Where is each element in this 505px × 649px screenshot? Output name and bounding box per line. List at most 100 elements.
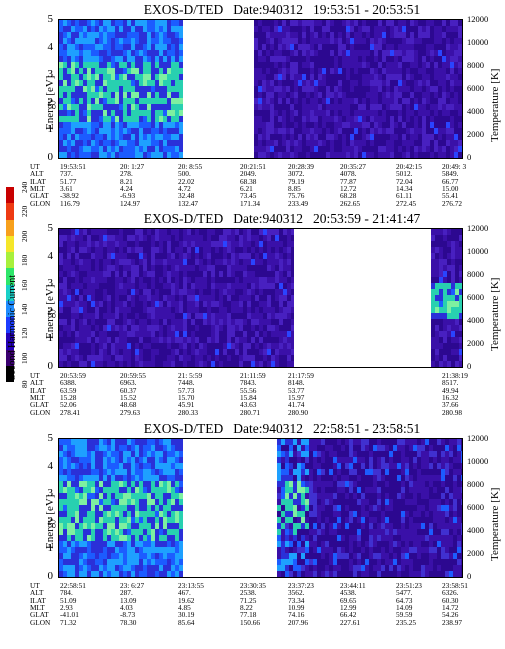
spectrogram-cell [338, 128, 342, 134]
spectrogram-cell [87, 361, 91, 367]
spectrogram-cell [259, 361, 263, 367]
spectrogram-cell [155, 26, 159, 32]
spectrogram-cell [67, 68, 71, 74]
spectrogram-cell [139, 235, 143, 241]
spectrogram-cell [263, 325, 267, 331]
spectrogram-cell [135, 235, 139, 241]
spectrogram-cell [123, 349, 127, 355]
spectrogram-cell [258, 140, 262, 146]
spectrogram-cell [278, 98, 282, 104]
spectrogram-cell [135, 535, 139, 541]
ephemeris-value: 278.41 [60, 407, 81, 417]
spectrogram-cell [87, 68, 91, 74]
spectrogram-cell [459, 319, 462, 325]
spectrogram-cell [99, 104, 103, 110]
spectrogram-cell [195, 289, 199, 295]
spectrogram-cell [63, 56, 67, 62]
spectrogram-cell [151, 337, 155, 343]
spectrogram-cell [414, 50, 418, 56]
spectrogram-cell [235, 229, 239, 235]
spectrogram-cell [71, 565, 75, 571]
spectrogram-cell [127, 50, 131, 56]
spectrogram-cell [341, 499, 345, 505]
spectrogram-cell [357, 439, 361, 445]
spectrogram-cell [59, 517, 63, 523]
spectrogram-cell [175, 349, 179, 355]
spectrogram-cell [203, 361, 207, 367]
spectrogram-cell [294, 116, 298, 122]
spectrogram-cell [119, 529, 123, 535]
spectrogram-cell [342, 134, 346, 140]
spectrogram-cell [306, 134, 310, 140]
spectrogram-cell [71, 559, 75, 565]
spectrogram-cell [377, 487, 381, 493]
spectrogram-cell [163, 547, 167, 553]
spectrogram-cell [119, 493, 123, 499]
spectrogram-cell [119, 547, 123, 553]
spectrogram-cell [75, 451, 79, 457]
spectrogram-cell [254, 134, 258, 140]
spectrogram-cell [227, 313, 231, 319]
spectrogram-cell [131, 277, 135, 283]
spectrogram-cell [439, 265, 443, 271]
spectrogram-cell [442, 140, 446, 146]
spectrogram-cell [167, 301, 171, 307]
spectrogram-cell [370, 122, 374, 128]
spectrogram-cell [446, 134, 450, 140]
spectrogram-cell [139, 361, 143, 367]
spectrogram-cell [143, 541, 147, 547]
spectrogram-cell [262, 128, 266, 134]
spectrogram-cell [333, 535, 337, 541]
spectrogram-cell [171, 511, 175, 517]
spectrogram-cell [151, 517, 155, 523]
spectrogram-cell [330, 26, 334, 32]
spectrogram-cell [135, 241, 139, 247]
spectrogram-cell [235, 313, 239, 319]
spectrogram-cell [107, 86, 111, 92]
spectrogram-cell [354, 128, 358, 134]
spectrogram-cell [329, 517, 333, 523]
spectrogram-cell [278, 92, 282, 98]
spectrogram-cell [151, 559, 155, 565]
spectrogram-cell [290, 68, 294, 74]
spectrogram-cell [318, 146, 322, 152]
spectrogram-cell [442, 62, 446, 68]
spectrogram-cell [239, 229, 243, 235]
spectrogram-cell [287, 361, 291, 367]
spectrogram-cell [167, 487, 171, 493]
spectrogram-cell [458, 26, 462, 32]
spectrogram-cell [103, 493, 107, 499]
spectrogram-cell [83, 38, 87, 44]
ephemeris-value: 68.38 [240, 176, 257, 186]
spectrogram-cell [390, 62, 394, 68]
spectrogram-cell [357, 559, 361, 565]
spectrogram-cell [431, 325, 435, 331]
spectrogram-cell [289, 565, 293, 571]
spectrogram-cell [115, 301, 119, 307]
spectrogram-cell [111, 331, 115, 337]
spectrogram-cell [279, 265, 283, 271]
spectrogram-cell [223, 283, 227, 289]
spectrogram-cell [330, 92, 334, 98]
spectrogram-cell [385, 475, 389, 481]
spectrogram-cell [159, 559, 163, 565]
spectrogram-cell [107, 511, 111, 517]
spectrogram-cell [275, 271, 279, 277]
spectrogram-cell [107, 116, 111, 122]
spectrogram-cell [354, 50, 358, 56]
spectrogram-cell [67, 38, 71, 44]
spectrogram-cell [373, 469, 377, 475]
spectrogram-cell [63, 535, 67, 541]
spectrogram-image [59, 439, 462, 577]
spectrogram-cell [458, 122, 462, 128]
spectrogram-cell [95, 241, 99, 247]
spectrogram-cell [99, 469, 103, 475]
spectrogram-cell [442, 86, 446, 92]
spectrogram-cell [426, 56, 430, 62]
spectrogram-cell [278, 74, 282, 80]
spectrogram-cell [342, 56, 346, 62]
spectrogram-cell [305, 547, 309, 553]
spectrogram-cell [447, 277, 451, 283]
spectrogram-cell [366, 134, 370, 140]
spectrogram-cell [286, 26, 290, 32]
